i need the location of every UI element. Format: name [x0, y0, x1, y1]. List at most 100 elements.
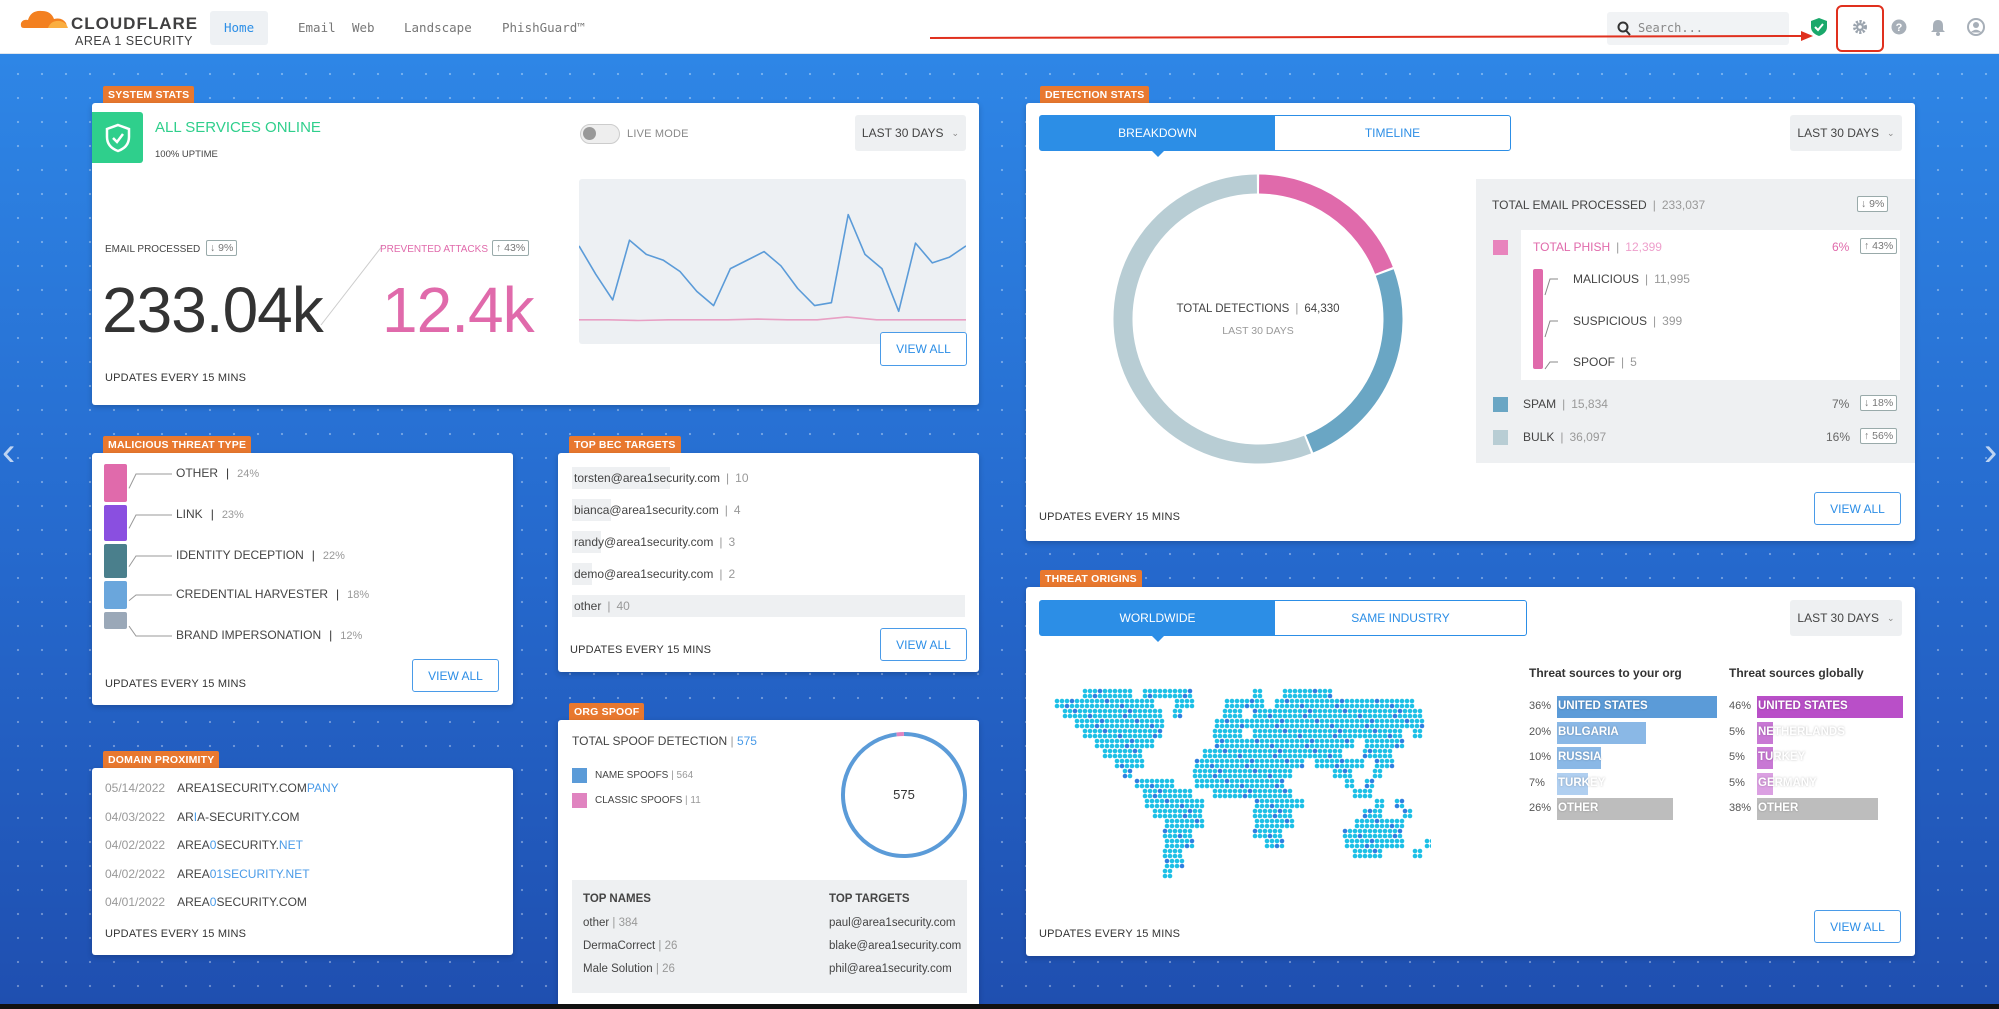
date-range-dropdown[interactable]: LAST 30 DAYS ⌄ [855, 115, 966, 151]
nav-tab-home[interactable]: Home [210, 11, 269, 45]
nav-tab-web[interactable]: Web [352, 20, 375, 35]
map-dot [1092, 713, 1098, 719]
domain-row[interactable]: 04/01/2022 AREA0SECURITY.COM [105, 895, 307, 909]
map-dot [1177, 848, 1183, 854]
map-dot [1377, 848, 1383, 854]
view-all-button[interactable]: VIEW ALL [880, 332, 967, 366]
map-dot [1372, 768, 1378, 774]
tab-timeline[interactable]: TIMELINE [1364, 126, 1421, 140]
view-all-button[interactable]: VIEW ALL [880, 628, 967, 661]
map-dot [1279, 843, 1285, 849]
map-dot [1389, 758, 1395, 764]
bec-target-row[interactable]: other | 40 [574, 599, 630, 613]
map-dot [1124, 738, 1130, 744]
map-dot [1094, 703, 1100, 709]
map-dot [1212, 748, 1218, 754]
nav-tab-phishguard[interactable]: PhishGuard™ [502, 20, 585, 35]
map-dot [1389, 718, 1395, 724]
map-dot [1344, 843, 1350, 849]
nav-tab-email[interactable]: Email [298, 20, 336, 35]
domain-row[interactable]: 04/02/2022 AREA0SECURITY.NET [105, 838, 303, 852]
map-dot [1292, 693, 1298, 699]
top-target-email[interactable]: blake@area1security.com [829, 940, 962, 952]
phish-segment[interactable] [1258, 174, 1393, 275]
map-dot [1117, 688, 1123, 694]
map-dot [1342, 713, 1348, 719]
map-dot [1272, 793, 1278, 799]
view-all-button[interactable]: VIEW ALL [1814, 910, 1901, 943]
next-page-chevron-icon[interactable]: › [1984, 430, 1998, 474]
map-dot [1224, 718, 1230, 724]
map-dot [1107, 733, 1113, 739]
total-phish: TOTAL PHISH | 12,399 [1533, 240, 1662, 254]
domain-row[interactable]: 04/03/2022 ARIA-SECURITY.COM [105, 810, 300, 824]
map-dot [1382, 733, 1388, 739]
map-dot [1292, 713, 1298, 719]
bulk-segment[interactable] [1113, 174, 1312, 464]
bec-target-row[interactable]: bianca@area1security.com | 4 [574, 503, 741, 517]
date-range-dropdown[interactable]: LAST 30 DAYS ⌄ [1790, 600, 1902, 636]
map-dot [1367, 813, 1373, 819]
bell-icon[interactable] [1925, 14, 1951, 40]
help-icon[interactable]: ? [1886, 14, 1912, 40]
view-all-button[interactable]: VIEW ALL [1814, 492, 1901, 525]
bec-target-row[interactable]: torsten@area1security.com | 10 [574, 471, 749, 485]
map-dot [1182, 793, 1188, 799]
map-dot [1254, 803, 1260, 809]
map-dot [1362, 748, 1368, 754]
shield-check-icon[interactable] [1806, 14, 1832, 40]
map-dot [1314, 718, 1320, 724]
map-dot [1162, 788, 1168, 794]
map-dot [1134, 783, 1140, 789]
view-all-button[interactable]: VIEW ALL [412, 659, 499, 692]
map-dot [1339, 723, 1345, 729]
domain-date: 04/03/2022 [105, 809, 166, 824]
map-dot [1152, 808, 1158, 814]
map-dot [1219, 758, 1225, 764]
map-dot [1179, 698, 1185, 704]
top-target-email[interactable]: phil@area1security.com [829, 963, 952, 975]
email-activity-sparkline [579, 179, 966, 344]
spam-segment[interactable] [1305, 269, 1403, 453]
map-dot [1097, 708, 1103, 714]
top-target-email[interactable]: paul@area1security.com [829, 917, 956, 929]
map-dot [1097, 693, 1103, 699]
gear-icon[interactable] [1847, 14, 1873, 40]
tab-breakdown[interactable]: BREAKDOWN [1040, 116, 1275, 157]
search-input[interactable]: Search... [1607, 12, 1789, 45]
map-dot [1404, 718, 1410, 724]
map-dot [1194, 803, 1200, 809]
map-dot [1354, 838, 1360, 844]
email-series-line [579, 213, 966, 313]
nav-tab-landscape[interactable]: Landscape [404, 20, 472, 35]
map-dot [1412, 708, 1418, 714]
map-dot [1149, 698, 1155, 704]
map-dot [1182, 688, 1188, 694]
map-dot [1222, 768, 1228, 774]
map-dot [1337, 748, 1343, 754]
map-dot [1264, 818, 1270, 824]
map-dot [1129, 758, 1135, 764]
bec-target-row[interactable]: randy@area1security.com | 3 [574, 535, 736, 549]
map-dot [1189, 843, 1195, 849]
previous-page-chevron-icon[interactable]: ‹ [2, 430, 16, 474]
domain-row[interactable]: 04/02/2022 AREA01SECURITY.NET [105, 867, 310, 881]
map-dot [1099, 738, 1105, 744]
map-dot [1132, 708, 1138, 714]
map-dot [1182, 833, 1188, 839]
domain-row[interactable]: 05/14/2022 AREA1SECURITY.COMPANY [105, 781, 339, 795]
map-dot [1149, 743, 1155, 749]
detection-breakdown-panel: TOTAL EMAIL PROCESSED | 233,037 ↓ 9% TOTAL… [1476, 179, 1915, 463]
user-icon[interactable] [1963, 14, 1989, 40]
date-range-dropdown[interactable]: LAST 30 DAYS ⌄ [1790, 115, 1902, 151]
tab-same-industry[interactable]: SAME INDUSTRY [1351, 611, 1450, 625]
map-dot [1359, 763, 1365, 769]
map-dot [1384, 758, 1390, 764]
tab-worldwide[interactable]: WORLDWIDE [1040, 601, 1275, 642]
world-threat-map [1054, 688, 1431, 879]
map-dot [1394, 738, 1400, 744]
map-dot [1237, 788, 1243, 794]
map-dot [1112, 753, 1118, 759]
bec-target-row[interactable]: demo@area1security.com | 2 [574, 567, 736, 581]
live-mode-toggle[interactable] [580, 124, 620, 144]
